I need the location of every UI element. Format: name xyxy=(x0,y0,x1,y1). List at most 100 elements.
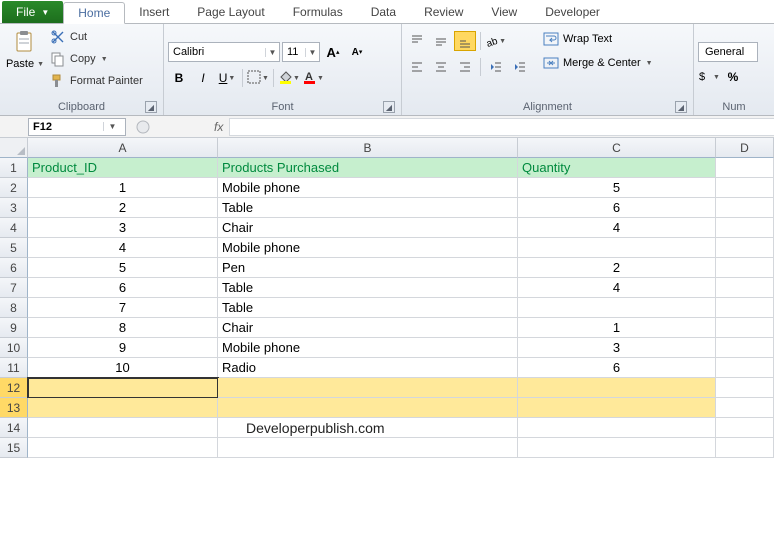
dialog-launcher-icon[interactable]: ◢ xyxy=(145,101,157,113)
cell[interactable]: Mobile phone xyxy=(218,238,518,258)
cell[interactable]: 4 xyxy=(518,218,716,238)
underline-button[interactable]: U▼ xyxy=(216,68,238,88)
cell[interactable] xyxy=(218,438,518,458)
column-header-a[interactable]: A xyxy=(28,138,218,158)
number-format-combo[interactable]: General xyxy=(698,42,758,62)
cell[interactable]: Product_ID xyxy=(28,158,218,178)
row-header[interactable]: 14 xyxy=(0,418,28,438)
cut-button[interactable]: Cut xyxy=(46,26,147,48)
cell[interactable] xyxy=(716,318,774,338)
cell[interactable]: Mobile phone xyxy=(218,178,518,198)
cell[interactable] xyxy=(716,198,774,218)
cell[interactable] xyxy=(218,398,518,418)
accounting-format-button[interactable]: $▼ xyxy=(698,67,720,87)
select-all-button[interactable] xyxy=(0,138,28,158)
cell[interactable] xyxy=(716,438,774,458)
cell[interactable]: 2 xyxy=(28,198,218,218)
fill-color-button[interactable]: ▼ xyxy=(278,68,300,88)
watermark-cell[interactable]: Developerpublish.com xyxy=(218,418,518,438)
shrink-font-button[interactable]: A▾ xyxy=(346,42,368,62)
cell[interactable]: Pen xyxy=(218,258,518,278)
row-header[interactable]: 15 xyxy=(0,438,28,458)
cell[interactable]: 5 xyxy=(28,258,218,278)
row-header[interactable]: 9 xyxy=(0,318,28,338)
align-top-button[interactable] xyxy=(406,31,428,51)
tab-data[interactable]: Data xyxy=(357,1,410,23)
cell[interactable] xyxy=(28,398,218,418)
cell[interactable] xyxy=(518,238,716,258)
cell[interactable]: 1 xyxy=(518,318,716,338)
cell[interactable]: Mobile phone xyxy=(218,338,518,358)
cell[interactable]: 6 xyxy=(518,358,716,378)
row-header[interactable]: 5 xyxy=(0,238,28,258)
cell[interactable]: 6 xyxy=(28,278,218,298)
cell[interactable]: Table xyxy=(218,278,518,298)
italic-button[interactable]: I xyxy=(192,68,214,88)
paste-button[interactable]: Paste▼ xyxy=(4,26,46,70)
cell[interactable]: 2 xyxy=(518,258,716,278)
cell[interactable]: 3 xyxy=(518,338,716,358)
cell[interactable]: 6 xyxy=(518,198,716,218)
chevron-down-icon[interactable]: ▼ xyxy=(103,122,121,131)
align-bottom-button[interactable] xyxy=(454,31,476,51)
dialog-launcher-icon[interactable]: ◢ xyxy=(675,101,687,113)
cell[interactable] xyxy=(716,378,774,398)
cell[interactable] xyxy=(716,158,774,178)
font-size-combo[interactable]: ▼ xyxy=(282,42,320,62)
row-header[interactable]: 1 xyxy=(0,158,28,178)
chevron-down-icon[interactable]: ▼ xyxy=(265,48,279,57)
cell[interactable] xyxy=(716,298,774,318)
row-header[interactable]: 12 xyxy=(0,378,28,398)
cell[interactable] xyxy=(28,378,218,398)
cell[interactable]: 3 xyxy=(28,218,218,238)
cell[interactable] xyxy=(716,398,774,418)
decrease-indent-button[interactable] xyxy=(485,57,507,77)
row-header[interactable]: 2 xyxy=(0,178,28,198)
cell[interactable] xyxy=(518,438,716,458)
row-header[interactable]: 4 xyxy=(0,218,28,238)
fx-icon[interactable]: fx xyxy=(214,120,223,134)
cell[interactable]: Products Purchased xyxy=(218,158,518,178)
cell[interactable] xyxy=(716,238,774,258)
format-painter-button[interactable]: Format Painter xyxy=(46,70,147,92)
cell[interactable]: 4 xyxy=(518,278,716,298)
insert-function-button[interactable] xyxy=(132,118,154,136)
align-middle-button[interactable] xyxy=(430,31,452,51)
font-color-button[interactable]: A▼ xyxy=(302,68,324,88)
chevron-down-icon[interactable]: ▼ xyxy=(305,48,319,57)
row-header[interactable]: 10 xyxy=(0,338,28,358)
tab-home[interactable]: Home xyxy=(63,2,125,24)
percent-format-button[interactable]: % xyxy=(722,67,744,87)
bold-button[interactable]: B xyxy=(168,68,190,88)
cell[interactable]: Quantity xyxy=(518,158,716,178)
column-header-d[interactable]: D xyxy=(716,138,774,158)
cell[interactable] xyxy=(716,338,774,358)
cell[interactable]: Radio xyxy=(218,358,518,378)
font-name-input[interactable] xyxy=(169,43,265,61)
align-center-button[interactable] xyxy=(430,57,452,77)
tab-view[interactable]: View xyxy=(477,1,531,23)
row-header[interactable]: 6 xyxy=(0,258,28,278)
cell[interactable] xyxy=(716,358,774,378)
grow-font-button[interactable]: A▴ xyxy=(322,42,344,62)
cell[interactable] xyxy=(518,398,716,418)
row-header[interactable]: 11 xyxy=(0,358,28,378)
font-name-combo[interactable]: ▼ xyxy=(168,42,280,62)
cell[interactable] xyxy=(28,418,218,438)
tab-review[interactable]: Review xyxy=(410,1,477,23)
cell[interactable] xyxy=(716,278,774,298)
cell[interactable]: 9 xyxy=(28,338,218,358)
copy-button[interactable]: Copy▼ xyxy=(46,48,147,70)
name-box-input[interactable] xyxy=(29,121,103,133)
cell[interactable] xyxy=(518,298,716,318)
cell[interactable]: 10 xyxy=(28,358,218,378)
cell[interactable] xyxy=(716,258,774,278)
cell[interactable]: 8 xyxy=(28,318,218,338)
align-right-button[interactable] xyxy=(454,57,476,77)
cell[interactable] xyxy=(518,418,716,438)
cell[interactable]: Table xyxy=(218,298,518,318)
cell[interactable]: 1 xyxy=(28,178,218,198)
tab-page-layout[interactable]: Page Layout xyxy=(183,1,278,23)
formula-input[interactable] xyxy=(229,118,774,136)
align-left-button[interactable] xyxy=(406,57,428,77)
